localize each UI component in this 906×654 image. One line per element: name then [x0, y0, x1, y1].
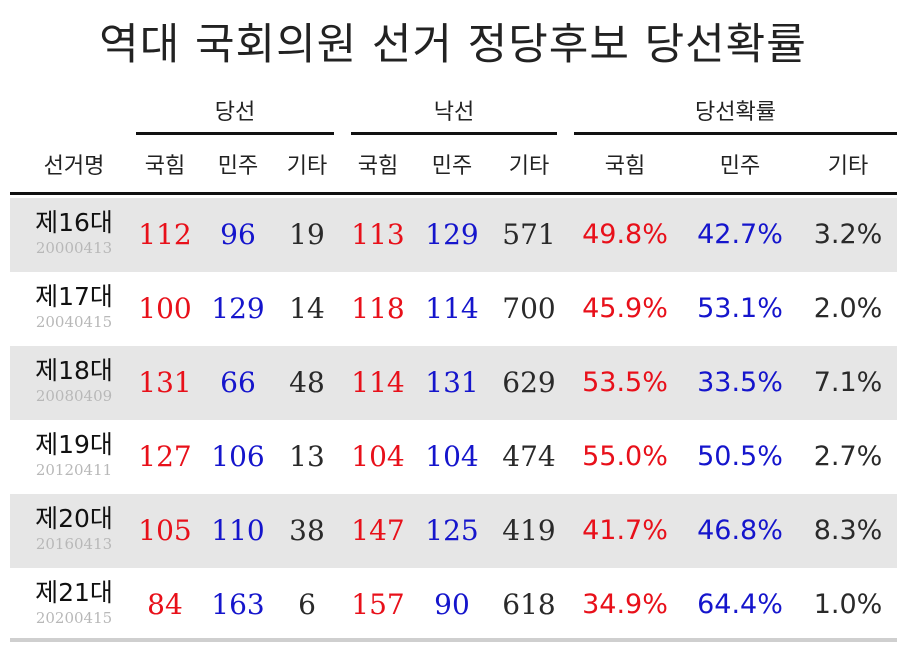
- col-header-lost-other: 기타: [508, 154, 550, 179]
- election-date: 20040415: [35, 313, 113, 331]
- rate-other-cell: 2.0%: [813, 293, 883, 324]
- lost-other-cell: 571: [502, 218, 556, 251]
- rate-other-cell: 1.0%: [813, 589, 883, 620]
- won-ppp-cell: 127: [138, 440, 192, 473]
- lost-ppp-cell: 157: [351, 588, 405, 621]
- election-name: 제17대: [35, 282, 113, 311]
- won-ppp-cell: 112: [138, 218, 192, 251]
- table-row: 제19대 20120411 127 106 13 104 104 474 55.…: [10, 420, 897, 494]
- rate-ppp-cell: 45.9%: [582, 293, 668, 324]
- table-row: 제16대 20000413 112 96 19 113 129 571 49.8…: [10, 198, 897, 272]
- rate-dem-cell: 46.8%: [697, 515, 783, 546]
- lost-other-cell: 618: [502, 588, 556, 621]
- group-header-rate: 당선확률: [695, 100, 776, 125]
- election-name: 제16대: [35, 208, 113, 237]
- rate-dem-cell: 33.5%: [697, 367, 783, 398]
- lost-dem-cell: 114: [425, 292, 479, 325]
- lost-other-cell: 474: [502, 440, 556, 473]
- lost-dem-cell: 125: [425, 514, 479, 547]
- election-date: 20200415: [35, 609, 113, 627]
- election-name: 제18대: [35, 356, 113, 385]
- rate-ppp-cell: 55.0%: [582, 441, 668, 472]
- won-dem-cell: 96: [220, 218, 256, 251]
- lost-dem-cell: 104: [425, 440, 479, 473]
- won-other-cell: 48: [289, 366, 325, 399]
- bottom-rule: [10, 638, 897, 642]
- lost-dem-cell: 131: [425, 366, 479, 399]
- col-header-won-ppp: 국힘: [144, 154, 186, 179]
- rate-dem-cell: 50.5%: [697, 441, 783, 472]
- won-other-cell: 19: [289, 218, 325, 251]
- rate-other-cell: 8.3%: [813, 515, 883, 546]
- col-header-lost-ppp: 국힘: [357, 154, 399, 179]
- table-row: 제18대 20080409 131 66 48 114 131 629 53.5…: [10, 346, 897, 420]
- chart-title: 역대 국회의원 선거 정당후보 당선확률: [99, 20, 807, 70]
- won-ppp-cell: 100: [138, 292, 192, 325]
- won-dem-cell: 163: [211, 588, 265, 621]
- election-date: 20120411: [35, 461, 113, 479]
- col-header-won-dem: 민주: [217, 154, 259, 179]
- election-name: 제21대: [35, 578, 113, 607]
- group-header-lost: 낙선: [433, 100, 475, 125]
- lost-dem-cell: 129: [425, 218, 479, 251]
- col-header-rate-ppp: 국힘: [604, 154, 646, 179]
- election-name: 제19대: [35, 430, 113, 459]
- won-other-cell: 14: [289, 292, 325, 325]
- won-ppp-cell: 131: [138, 366, 192, 399]
- lost-other-cell: 700: [502, 292, 556, 325]
- won-ppp-cell: 84: [147, 588, 183, 621]
- rate-other-cell: 2.7%: [813, 441, 883, 472]
- lost-other-cell: 629: [502, 366, 556, 399]
- election-date: 20080409: [35, 387, 113, 405]
- col-header-election: 선거명: [43, 154, 105, 179]
- table-row: 제21대 20200415 84 163 6 157 90 618 34.9% …: [10, 568, 897, 642]
- col-header-rate-dem: 민주: [719, 154, 761, 179]
- col-header-rate-other: 기타: [827, 154, 869, 179]
- rate-ppp-cell: 34.9%: [582, 589, 668, 620]
- table-row: 제17대 20040415 100 129 14 118 114 700 45.…: [10, 272, 897, 346]
- group-rule-lost: [351, 132, 557, 135]
- group-header-won: 당선: [214, 100, 256, 125]
- election-date: 20000413: [35, 239, 113, 257]
- rate-dem-cell: 53.1%: [697, 293, 783, 324]
- rate-dem-cell: 64.4%: [697, 589, 783, 620]
- col-header-lost-dem: 민주: [431, 154, 473, 179]
- lost-ppp-cell: 113: [351, 218, 405, 251]
- lost-ppp-cell: 118: [351, 292, 405, 325]
- won-other-cell: 13: [289, 440, 325, 473]
- won-dem-cell: 66: [220, 366, 256, 399]
- lost-other-cell: 419: [502, 514, 556, 547]
- rate-ppp-cell: 49.8%: [582, 219, 668, 250]
- rate-ppp-cell: 41.7%: [582, 515, 668, 546]
- won-other-cell: 6: [298, 588, 316, 621]
- header-rule: [10, 192, 897, 195]
- rate-other-cell: 3.2%: [813, 219, 883, 250]
- lost-ppp-cell: 114: [351, 366, 405, 399]
- won-dem-cell: 106: [211, 440, 265, 473]
- col-header-won-other: 기타: [286, 154, 328, 179]
- lost-ppp-cell: 147: [351, 514, 405, 547]
- rate-dem-cell: 42.7%: [697, 219, 783, 250]
- won-other-cell: 38: [289, 514, 325, 547]
- table-row: 제20대 20160413 105 110 38 147 125 419 41.…: [10, 494, 897, 568]
- lost-ppp-cell: 104: [351, 440, 405, 473]
- won-dem-cell: 110: [211, 514, 265, 547]
- won-dem-cell: 129: [211, 292, 265, 325]
- group-rule-rate: [574, 132, 897, 135]
- lost-dem-cell: 90: [434, 588, 470, 621]
- election-name: 제20대: [35, 504, 113, 533]
- election-date: 20160413: [35, 535, 113, 553]
- group-rule-won: [136, 132, 334, 135]
- rate-ppp-cell: 53.5%: [582, 367, 668, 398]
- rate-other-cell: 7.1%: [813, 367, 883, 398]
- won-ppp-cell: 105: [138, 514, 192, 547]
